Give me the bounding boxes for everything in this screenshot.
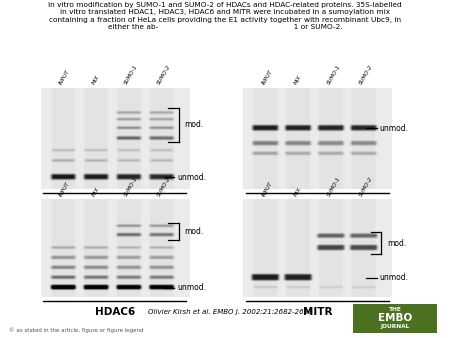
Text: INPUT: INPUT [261, 69, 274, 86]
Text: JOURNAL: JOURNAL [380, 324, 410, 329]
Text: SUMO-2: SUMO-2 [359, 176, 374, 197]
Text: mod.: mod. [184, 227, 204, 236]
Text: unmod.: unmod. [177, 283, 206, 292]
Text: MIX: MIX [91, 186, 100, 197]
FancyBboxPatch shape [353, 304, 436, 333]
Text: unmod.: unmod. [380, 124, 409, 133]
Text: SUMO-1: SUMO-1 [124, 64, 139, 86]
Text: EMBO: EMBO [378, 313, 412, 323]
Text: In vitro modification by SUMO-1 and SUMO-2 of HDACs and HDAC-related proteins. 3: In vitro modification by SUMO-1 and SUMO… [48, 2, 402, 30]
Text: SUMO-1: SUMO-1 [326, 176, 342, 197]
Text: SUMO-2: SUMO-2 [157, 176, 172, 197]
Text: INPUT: INPUT [58, 181, 71, 197]
Text: Olivier Kirsh et al. EMBO J. 2002;21:2682-2691: Olivier Kirsh et al. EMBO J. 2002;21:268… [148, 309, 313, 315]
Text: THE: THE [388, 308, 401, 312]
Text: HDAC6: HDAC6 [94, 307, 135, 317]
Text: unmod.: unmod. [177, 173, 206, 182]
Text: MIX: MIX [91, 75, 100, 86]
Text: SUMO-2: SUMO-2 [157, 64, 172, 86]
Text: SUMO-1: SUMO-1 [326, 64, 342, 86]
Text: INPUT: INPUT [261, 181, 274, 197]
Text: unmod.: unmod. [380, 273, 409, 282]
Text: SUMO-1: SUMO-1 [124, 176, 139, 197]
Text: HDAC3: HDAC3 [297, 199, 338, 210]
Text: mod.: mod. [387, 239, 406, 247]
Text: MIX: MIX [293, 186, 303, 197]
Text: mod.: mod. [184, 120, 204, 129]
Text: MIX: MIX [293, 75, 303, 86]
Text: © as stated in the article, figure or figure legend: © as stated in the article, figure or fi… [9, 327, 144, 333]
Text: HDAC1: HDAC1 [94, 199, 135, 210]
Text: MITR: MITR [302, 307, 332, 317]
Text: INPUT: INPUT [58, 69, 71, 86]
Text: SUMO-2: SUMO-2 [359, 64, 374, 86]
